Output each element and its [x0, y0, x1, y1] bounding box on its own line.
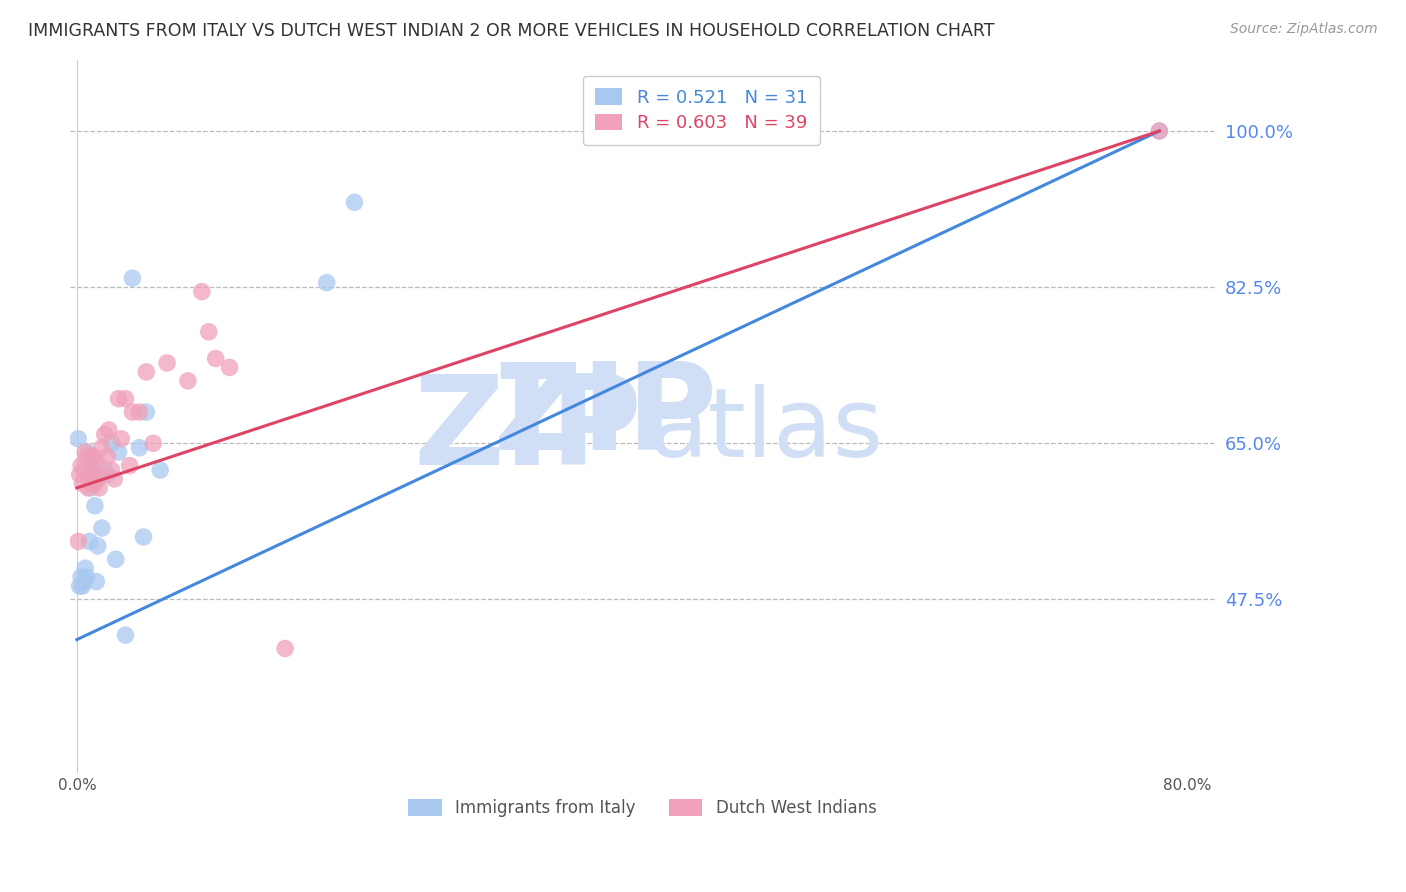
Point	[128, 405, 150, 419]
Point	[96, 467, 118, 482]
Point	[90, 521, 112, 535]
Point	[86, 574, 108, 589]
Point	[132, 530, 155, 544]
Point	[87, 481, 110, 495]
Point	[69, 579, 91, 593]
Point	[156, 356, 179, 370]
Point	[121, 271, 143, 285]
Point	[96, 450, 118, 464]
Point	[77, 445, 100, 459]
Text: Source: ZipAtlas.com: Source: ZipAtlas.com	[1230, 22, 1378, 37]
Point	[110, 432, 132, 446]
Text: ZIP: ZIP	[494, 358, 717, 475]
Legend: Immigrants from Italy, Dutch West Indians: Immigrants from Italy, Dutch West Indian…	[401, 791, 884, 826]
Point	[177, 374, 200, 388]
Point	[76, 570, 98, 584]
Point	[100, 436, 122, 450]
Point	[121, 405, 143, 419]
Point	[204, 351, 226, 366]
Point	[73, 463, 96, 477]
Point	[107, 445, 129, 459]
Text: atlas: atlas	[648, 384, 883, 477]
Point	[114, 628, 136, 642]
Text: ZIP: ZIP	[413, 370, 643, 491]
Text: ZIP: ZIP	[494, 358, 717, 475]
Point	[93, 463, 115, 477]
Point	[97, 423, 120, 437]
Point	[1149, 124, 1171, 138]
Point	[93, 427, 115, 442]
Point	[315, 276, 337, 290]
Point	[82, 450, 104, 464]
Point	[103, 472, 125, 486]
Point	[83, 463, 105, 477]
Point	[67, 432, 90, 446]
Point	[82, 476, 104, 491]
Point	[107, 392, 129, 406]
Point	[218, 360, 240, 375]
Point	[76, 450, 98, 464]
Point	[100, 463, 122, 477]
Point	[86, 454, 108, 468]
Point	[191, 285, 214, 299]
Point	[128, 441, 150, 455]
Point	[77, 481, 100, 495]
Point	[142, 436, 165, 450]
Point	[86, 539, 108, 553]
Point	[197, 325, 219, 339]
Point	[80, 463, 103, 477]
Point	[80, 481, 103, 495]
Point	[72, 476, 94, 491]
Point	[67, 534, 90, 549]
Point	[118, 458, 141, 473]
Point	[343, 195, 366, 210]
Point	[114, 392, 136, 406]
Point	[70, 570, 93, 584]
Point	[1149, 124, 1171, 138]
Point	[70, 458, 93, 473]
Point	[84, 476, 107, 491]
Point	[79, 534, 101, 549]
Point	[79, 472, 101, 486]
Point	[135, 405, 157, 419]
Point	[89, 467, 111, 482]
Point	[75, 445, 97, 459]
Point	[69, 467, 91, 482]
Point	[90, 441, 112, 455]
Point	[104, 552, 127, 566]
Point	[135, 365, 157, 379]
Point	[84, 499, 107, 513]
Point	[80, 467, 103, 482]
Point	[274, 641, 297, 656]
Point	[86, 472, 108, 486]
Point	[73, 574, 96, 589]
Point	[83, 450, 105, 464]
Point	[72, 579, 94, 593]
Text: IMMIGRANTS FROM ITALY VS DUTCH WEST INDIAN 2 OR MORE VEHICLES IN HOUSEHOLD CORRE: IMMIGRANTS FROM ITALY VS DUTCH WEST INDI…	[28, 22, 994, 40]
Point	[149, 463, 172, 477]
Point	[75, 561, 97, 575]
